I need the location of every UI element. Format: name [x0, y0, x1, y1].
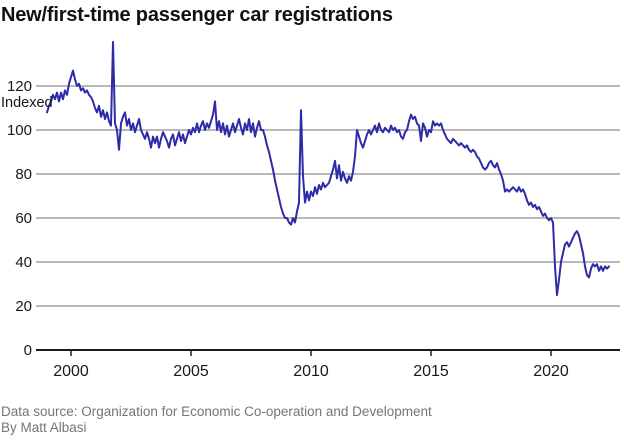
x-tick-label: 2000 — [53, 363, 89, 380]
x-tick-label: 2005 — [173, 363, 209, 380]
y-tick-label: 80 — [15, 166, 32, 183]
chart-title: New/first-time passenger car registratio… — [1, 4, 393, 26]
y-tick-label: 120 — [7, 78, 32, 95]
x-tick-label: 2010 — [293, 363, 329, 380]
chart-footer: Data source: Organization for Economic C… — [1, 404, 432, 436]
y-axis-unit-label: Indexed — [1, 95, 53, 111]
data-source-note: Data source: Organization for Economic C… — [1, 404, 432, 419]
x-tick-label: 2020 — [533, 363, 569, 380]
y-tick-label: 60 — [15, 210, 32, 227]
y-tick-label: 100 — [7, 122, 32, 139]
y-tick-label: 40 — [15, 254, 32, 271]
data-line — [46, 41, 610, 296]
x-tick-label: 2015 — [413, 363, 449, 380]
y-tick-label: 0 — [24, 342, 32, 359]
byline: By Matt Albasi — [1, 420, 87, 435]
y-tick-label: 20 — [15, 298, 32, 315]
